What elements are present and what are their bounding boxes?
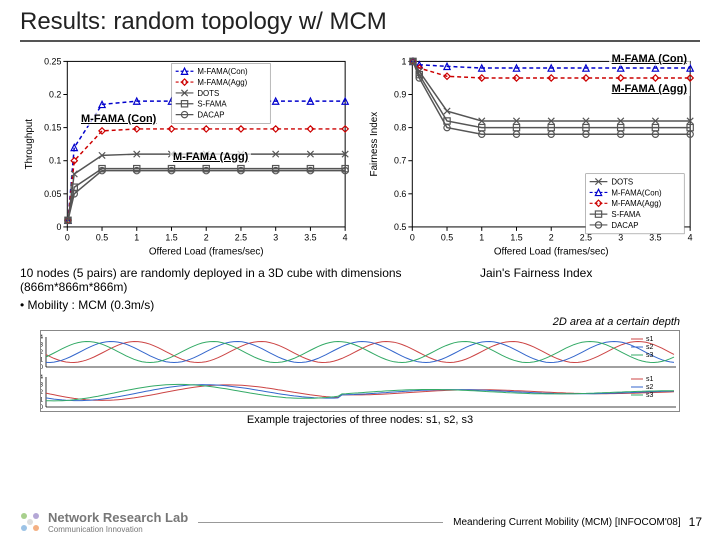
svg-text:0.8: 0.8	[394, 123, 406, 133]
svg-text:M-FAMA(Con): M-FAMA(Con)	[197, 67, 248, 76]
svg-text:2.5: 2.5	[235, 233, 247, 243]
svg-text:s3: s3	[646, 352, 654, 359]
svg-text:1: 1	[41, 398, 44, 404]
logo-main: Network Research Lab	[48, 510, 188, 525]
svg-text:Throughput: Throughput	[24, 119, 35, 170]
logo-sub: Communication Innovation	[48, 525, 188, 534]
svg-text:0.6: 0.6	[394, 189, 406, 199]
svg-text:S-FAMA: S-FAMA	[611, 210, 641, 219]
logo-icon	[18, 510, 42, 534]
svg-text:0: 0	[410, 233, 415, 243]
svg-text:0.2: 0.2	[49, 89, 61, 99]
svg-text:0.7: 0.7	[394, 156, 406, 166]
caption-right: Jain's Fairness Index	[440, 266, 700, 294]
svg-text:0.05: 0.05	[44, 189, 61, 199]
caption-row: 10 nodes (5 pairs) are randomly deployed…	[20, 266, 700, 294]
svg-text:0: 0	[41, 365, 44, 371]
slide-title: Results: random topology w/ MCM	[20, 8, 700, 42]
svg-text:1.5: 1.5	[165, 233, 177, 243]
svg-text:0.5: 0.5	[394, 222, 406, 232]
svg-text:0.5: 0.5	[441, 233, 453, 243]
svg-text:3.5: 3.5	[304, 233, 316, 243]
svg-text:0: 0	[41, 405, 44, 411]
trajectory-caption: Example trajectories of three nodes: s1,…	[20, 414, 700, 426]
annot-left-con: M-FAMA (Con)	[78, 112, 159, 126]
throughput-chart: 0 0.5 1 1.5 2 2.5 3 3.5 4 0 0.05 0.1 0.15 0.2 0.25 Offe…	[20, 50, 355, 260]
charts-row: 0 0.5 1 1.5 2 2.5 3 3.5 4 0 0.05 0.1 0.15 0.2 0.25 Offe…	[20, 50, 700, 260]
logo: Network Research Lab Communication Innov…	[18, 510, 188, 534]
svg-text:DACAP: DACAP	[611, 221, 638, 230]
svg-text:0: 0	[65, 233, 70, 243]
svg-text:1: 1	[41, 358, 44, 364]
svg-text:0.25: 0.25	[44, 56, 61, 66]
svg-text:4: 4	[343, 233, 348, 243]
mobility-text: Mobility : MCM (0.3m/s)	[28, 298, 155, 312]
svg-text:4: 4	[41, 335, 44, 341]
footer-divider	[198, 522, 443, 523]
svg-text:1: 1	[479, 233, 484, 243]
svg-text:s1: s1	[646, 376, 654, 383]
svg-text:Fairness Index: Fairness Index	[369, 112, 380, 177]
svg-text:0.1: 0.1	[49, 156, 61, 166]
page-number: 17	[689, 515, 702, 529]
trajectory-box: 01234s1s2s301234s1s2s3	[40, 330, 680, 412]
svg-text:0.9: 0.9	[394, 89, 406, 99]
svg-text:s2: s2	[646, 344, 654, 351]
svg-text:M-FAMA(Con): M-FAMA(Con)	[611, 188, 662, 197]
svg-text:4: 4	[688, 233, 693, 243]
svg-text:0.5: 0.5	[96, 233, 108, 243]
svg-text:3: 3	[618, 233, 623, 243]
svg-text:0.15: 0.15	[44, 123, 61, 133]
svg-text:2: 2	[549, 233, 554, 243]
svg-text:Offered Load (frames/sec): Offered Load (frames/sec)	[494, 247, 609, 258]
depth-note: 2D area at a certain depth	[20, 316, 680, 328]
caption-left: 10 nodes (5 pairs) are randomly deployed…	[20, 266, 440, 294]
svg-text:3: 3	[41, 343, 44, 349]
svg-text:2: 2	[41, 390, 44, 396]
svg-text:1.5: 1.5	[510, 233, 522, 243]
svg-text:DACAP: DACAP	[197, 111, 224, 120]
svg-text:0: 0	[56, 222, 61, 232]
annot-right-con: M-FAMA (Con)	[609, 52, 690, 66]
svg-text:s1: s1	[646, 336, 654, 343]
svg-text:3.5: 3.5	[649, 233, 661, 243]
annot-left-agg: M-FAMA (Agg)	[170, 150, 251, 164]
svg-text:S-FAMA: S-FAMA	[197, 100, 227, 109]
svg-text:M-FAMA(Agg): M-FAMA(Agg)	[197, 78, 247, 87]
fairness-chart: 0 0.5 1 1.5 2 2.5 3 3.5 4 0.5 0.6 0.7 0.8 0.9 1 Offered…	[365, 50, 700, 260]
svg-text:3: 3	[273, 233, 278, 243]
svg-text:s2: s2	[646, 384, 654, 391]
svg-text:M-FAMA(Agg): M-FAMA(Agg)	[611, 199, 661, 208]
annot-right-agg: M-FAMA (Agg)	[609, 82, 690, 96]
svg-text:1: 1	[401, 56, 406, 66]
svg-text:2: 2	[204, 233, 209, 243]
svg-text:2: 2	[41, 350, 44, 356]
svg-text:DOTS: DOTS	[197, 89, 219, 98]
svg-text:3: 3	[41, 383, 44, 389]
svg-text:DOTS: DOTS	[611, 178, 633, 187]
svg-text:1: 1	[134, 233, 139, 243]
svg-text:4: 4	[41, 375, 44, 381]
svg-text:s3: s3	[646, 392, 654, 399]
mobility-bullet: • Mobility : MCM (0.3m/s)	[20, 298, 700, 312]
svg-text:Offered Load (frames/sec): Offered Load (frames/sec)	[149, 247, 264, 258]
logo-text: Network Research Lab Communication Innov…	[48, 510, 188, 534]
footer: Network Research Lab Communication Innov…	[0, 510, 720, 534]
reference-text: Meandering Current Mobility (MCM) [INFOC…	[453, 517, 681, 528]
svg-text:2.5: 2.5	[580, 233, 592, 243]
